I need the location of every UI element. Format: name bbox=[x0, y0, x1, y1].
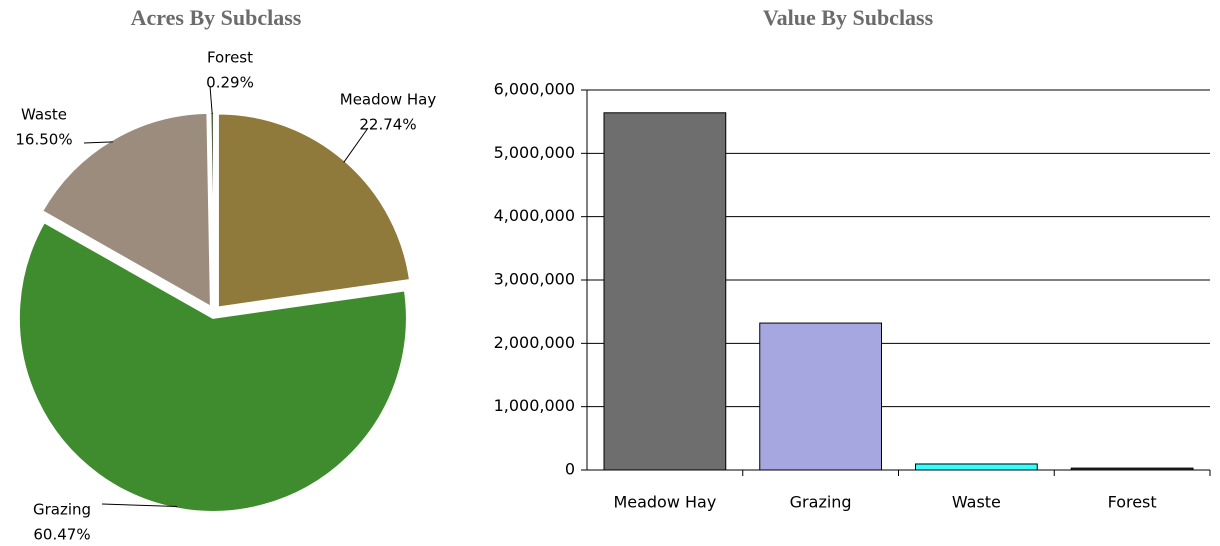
y-tick-label: 0 bbox=[565, 460, 575, 479]
pie-slice bbox=[17, 220, 408, 513]
y-tick-label: 2,000,000 bbox=[494, 333, 575, 352]
bar-title: Value By Subclass bbox=[763, 5, 934, 30]
bar bbox=[759, 322, 882, 471]
pie-slice bbox=[216, 112, 412, 309]
bar bbox=[1070, 467, 1194, 471]
slice-label: Meadow Hay bbox=[340, 91, 437, 109]
slice-value-label: 16.50% bbox=[15, 131, 72, 149]
leader-line bbox=[343, 127, 369, 163]
slice-label: Waste bbox=[21, 106, 67, 124]
bar bbox=[603, 112, 727, 471]
x-tick-label: Meadow Hay bbox=[613, 493, 716, 512]
bar bbox=[915, 463, 1038, 471]
x-tick-label: Forest bbox=[1108, 493, 1157, 512]
slice-value-label: 22.74% bbox=[359, 116, 416, 134]
y-tick-label: 4,000,000 bbox=[494, 206, 575, 225]
pie-title: Acres By Subclass bbox=[131, 5, 302, 30]
y-tick-label: 3,000,000 bbox=[494, 270, 575, 289]
leader-line bbox=[209, 85, 213, 115]
y-tick-label: 5,000,000 bbox=[494, 143, 575, 162]
leader-line bbox=[101, 503, 178, 508]
leader-line bbox=[83, 141, 113, 144]
slice-value-label: 0.29% bbox=[206, 74, 254, 92]
x-tick-label: Waste bbox=[952, 493, 1001, 512]
slice-label: Forest bbox=[207, 49, 253, 67]
y-tick-label: 1,000,000 bbox=[494, 396, 575, 415]
y-tick-label: 6,000,000 bbox=[494, 80, 575, 99]
pie-slice bbox=[40, 111, 212, 309]
slice-value-label: 60.47% bbox=[33, 526, 90, 544]
slice-label: Grazing bbox=[33, 501, 91, 519]
x-tick-label: Grazing bbox=[790, 493, 852, 512]
